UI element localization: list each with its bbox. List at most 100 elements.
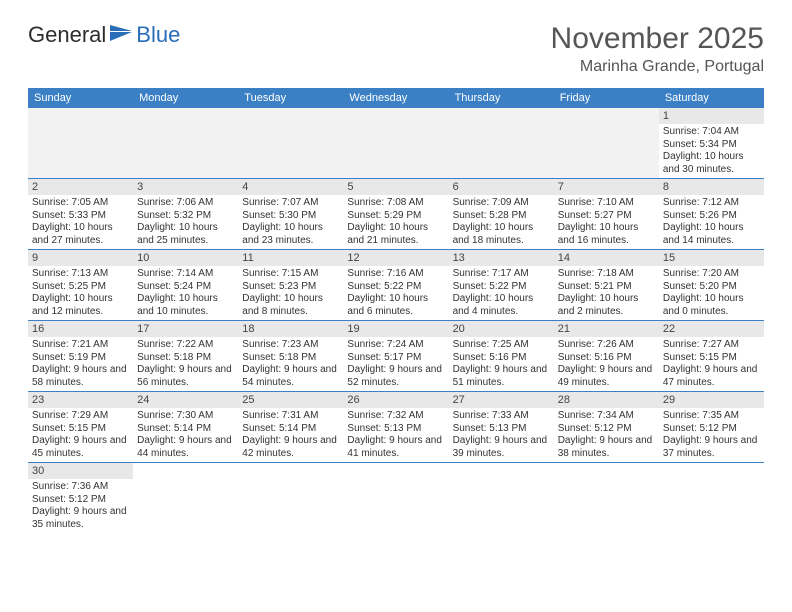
empty-cell [238,108,343,178]
day-header-wed: Wednesday [343,88,448,108]
daylight-text: Daylight: 10 hours and 12 minutes. [32,293,129,318]
logo: General Blue [28,22,180,48]
sunset-text: Sunset: 5:33 PM [32,210,129,223]
logo-text-blue: Blue [136,22,180,48]
week-row: 23 Sunrise: 7:29 AMSunset: 5:15 PM Dayligh… [28,392,764,463]
day-header-thu: Thursday [449,88,554,108]
weeks-container: 1Sunrise: 7:04 AMSunset: 5:34 PMDaylight… [28,108,764,533]
sunrise-text: Sunrise: 7:04 AM [663,126,760,139]
day-cell: 15Sunrise: 7:20 AMSunset: 5:20 PMDayligh… [659,250,764,320]
sunset-text: Sunset: 5:34 PM [663,139,760,152]
sunset-text: Sunset: 5:30 PM [242,210,339,223]
week-row: 16Sunrise: 7:21 AMSunset: 5:19 PMDayligh… [28,321,764,392]
day-number: 24 [133,392,238,408]
daylight-text: Daylight: 10 hours and 16 minutes. [558,222,655,247]
sunrise-text: Sunrise: 7:17 AM [453,268,550,281]
daylight-text: Daylight: 10 hours and 10 minutes. [137,293,234,318]
location-text: Marinha Grande, Portugal [551,58,764,76]
day-cell: 20Sunrise: 7:25 AMSunset: 5:16 PMDayligh… [449,321,554,391]
daylight-text: Daylight: 10 hours and 2 minutes. [558,293,655,318]
daylight-text: Daylight: 10 hours and 25 minutes. [137,222,234,247]
empty-cell [554,108,659,178]
daylight-text: Daylight: 10 hours and 6 minutes. [347,293,444,318]
day-cell: 9Sunrise: 7:13 AMSunset: 5:25 PMDaylight… [28,250,133,320]
sunrise-text: Sunrise: 7:23 AM [242,339,339,352]
daylight-text: Daylight: 9 hours and 47 minutes. [663,364,760,389]
day-info: Sunrise: 7:20 AMSunset: 5:20 PMDaylight:… [659,266,764,320]
page-container: General Blue November 2025 Marinha Grand… [0,0,792,555]
empty-cell [343,108,448,178]
day-info: Sunrise: 7:04 AMSunset: 5:34 PMDaylight:… [659,124,764,178]
sunset-text: Sunset: 5:26 PM [663,210,760,223]
day-number: 3 [133,179,238,195]
day-info: Sunrise: 7:36 AMSunset: 5:12 PMDaylight:… [28,479,133,533]
day-info: Sunrise: 7:31 AMSunset: 5:14 PMDaylight:… [238,408,343,462]
day-cell: 13Sunrise: 7:17 AMSunset: 5:22 PMDayligh… [449,250,554,320]
day-info: Sunrise: 7:25 AMSunset: 5:16 PMDaylight:… [449,337,554,391]
sunrise-text: Sunrise: 7:27 AM [663,339,760,352]
day-cell: 3Sunrise: 7:06 AMSunset: 5:32 PMDaylight… [133,179,238,249]
day-header-tue: Tuesday [238,88,343,108]
sunrise-text: Sunrise: 7:05 AM [32,197,129,210]
logo-text-general: General [28,22,106,48]
day-cell: 24Sunrise: 7:30 AMSunset: 5:14 PMDayligh… [133,392,238,462]
sunset-text: Sunset: 5:32 PM [137,210,234,223]
sunrise-text: Sunrise: 7:20 AM [663,268,760,281]
title-block: November 2025 Marinha Grande, Portugal [551,22,764,76]
sunset-text: Sunset: 5:14 PM [137,423,234,436]
day-info: Sunrise: 7:06 AMSunset: 5:32 PMDaylight:… [133,195,238,249]
day-number: 28 [554,392,659,408]
day-info: Sunrise: 7:12 AMSunset: 5:26 PMDaylight:… [659,195,764,249]
day-cell: 6Sunrise: 7:09 AMSunset: 5:28 PMDaylight… [449,179,554,249]
day-info: Sunrise: 7:17 AMSunset: 5:22 PMDaylight:… [449,266,554,320]
day-cell: 12Sunrise: 7:16 AMSunset: 5:22 PMDayligh… [343,250,448,320]
empty-cell [554,463,659,533]
sunset-text: Sunset: 5:22 PM [347,281,444,294]
empty-cell [449,108,554,178]
week-row: 9Sunrise: 7:13 AMSunset: 5:25 PMDaylight… [28,250,764,321]
day-number: 22 [659,321,764,337]
sunrise-text: Sunrise: 7:34 AM [558,410,655,423]
day-number: 23 [28,392,133,408]
day-number: 11 [238,250,343,266]
daylight-text: Daylight: 9 hours and 58 minutes. [32,364,129,389]
day-number: 10 [133,250,238,266]
week-row: 1Sunrise: 7:04 AMSunset: 5:34 PMDaylight… [28,108,764,179]
sunset-text: Sunset: 5:25 PM [32,281,129,294]
day-info: Sunrise: 7:09 AMSunset: 5:28 PMDaylight:… [449,195,554,249]
daylight-text: Daylight: 9 hours and 42 minutes. [242,435,339,460]
day-cell: 25Sunrise: 7:31 AMSunset: 5:14 PMDayligh… [238,392,343,462]
empty-cell [238,463,343,533]
daylight-text: Daylight: 9 hours and 44 minutes. [137,435,234,460]
sunrise-text: Sunrise: 7:12 AM [663,197,760,210]
empty-cell [343,463,448,533]
sunrise-text: Sunrise: 7:08 AM [347,197,444,210]
day-info: Sunrise: 7:26 AMSunset: 5:16 PMDaylight:… [554,337,659,391]
sunrise-text: Sunrise: 7:13 AM [32,268,129,281]
day-cell: 19Sunrise: 7:24 AMSunset: 5:17 PMDayligh… [343,321,448,391]
day-header-row: Sunday Monday Tuesday Wednesday Thursday… [28,88,764,108]
sunset-text: Sunset: 5:12 PM [663,423,760,436]
day-number: 14 [554,250,659,266]
header: General Blue November 2025 Marinha Grand… [28,22,764,76]
logo-flag-icon [108,23,134,43]
sunrise-text: Sunrise: 7:29 AM [32,410,129,423]
day-cell: 22 Sunrise: 7:27 AMSunset: 5:15 PMDayligh… [659,321,764,391]
day-number: 30 [28,463,133,479]
day-cell: 2Sunrise: 7:05 AMSunset: 5:33 PMDaylight… [28,179,133,249]
sunrise-text: Sunrise: 7:18 AM [558,268,655,281]
day-number: 16 [28,321,133,337]
sunset-text: Sunset: 5:15 PM [663,352,760,365]
sunrise-text: Sunrise: 7:33 AM [453,410,550,423]
sunset-text: Sunset: 5:19 PM [32,352,129,365]
sunset-text: Sunset: 5:12 PM [32,494,129,507]
sunset-text: Sunset: 5:18 PM [242,352,339,365]
sunrise-text: Sunrise: 7:07 AM [242,197,339,210]
daylight-text: Daylight: 10 hours and 0 minutes. [663,293,760,318]
sunset-text: Sunset: 5:15 PM [32,423,129,436]
sunset-text: Sunset: 5:14 PM [242,423,339,436]
daylight-text: Daylight: 9 hours and 38 minutes. [558,435,655,460]
week-row: 30Sunrise: 7:36 AMSunset: 5:12 PMDayligh… [28,463,764,533]
daylight-text: Daylight: 9 hours and 52 minutes. [347,364,444,389]
day-number: 5 [343,179,448,195]
